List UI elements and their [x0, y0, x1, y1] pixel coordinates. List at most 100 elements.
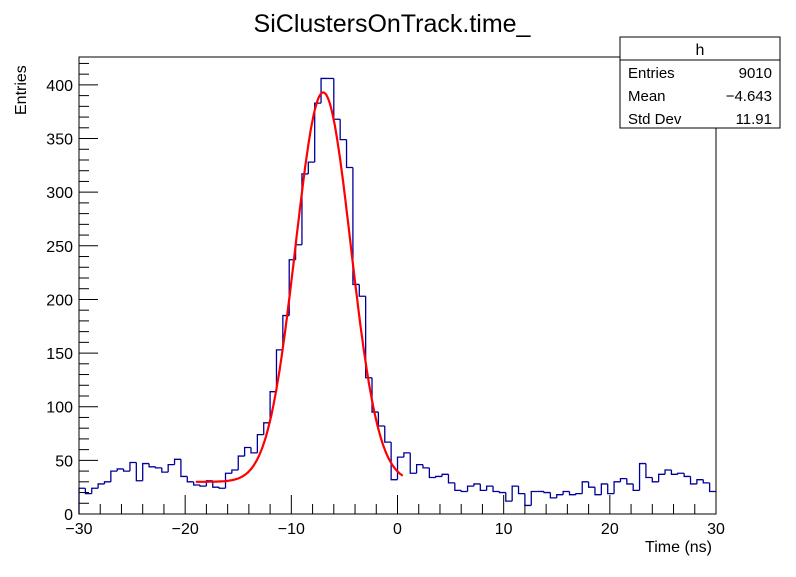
histogram-bin	[466, 485, 474, 492]
histogram-bin	[320, 77, 328, 104]
y-tick-label: 400	[46, 78, 73, 95]
y-tick-label: 350	[46, 132, 73, 149]
histogram-bin	[333, 78, 341, 120]
histogram-bin	[180, 459, 188, 478]
histogram-bin	[651, 477, 659, 483]
histogram-bin	[486, 485, 494, 491]
stats-mean-label: Mean	[628, 88, 666, 105]
y-tick-label: 200	[46, 292, 73, 309]
histogram-bin	[415, 464, 423, 474]
histogram-bin	[696, 479, 704, 484]
histogram-bin	[492, 486, 500, 493]
histogram-bin	[632, 483, 640, 492]
histogram-bin	[517, 486, 525, 495]
histogram-bin	[670, 470, 678, 475]
x-axis-label: Time (ns)	[645, 539, 712, 556]
histogram-bin	[568, 491, 576, 496]
y-axis-label: Entries	[13, 65, 30, 115]
x-tick-label: 30	[707, 521, 725, 538]
histogram-bin	[607, 483, 615, 495]
histogram-bin	[167, 464, 175, 473]
histogram-bin	[626, 478, 634, 485]
histogram-bin	[129, 461, 137, 472]
histogram-bin	[422, 464, 430, 469]
histogram-bin	[498, 491, 506, 494]
histogram-bin	[173, 458, 181, 465]
stats-entries-value: 9010	[739, 65, 772, 82]
stats-stddev-value: 11.91	[736, 111, 772, 128]
histogram-bin	[365, 296, 373, 379]
x-tick-label: 20	[601, 521, 619, 538]
histogram-bin	[428, 467, 436, 479]
histogram-bin	[263, 422, 271, 435]
histogram-bin	[148, 463, 156, 468]
histogram-bin	[473, 483, 481, 487]
y-tick-label: 300	[46, 185, 73, 202]
histogram-bin	[250, 447, 258, 454]
histogram-bin	[581, 481, 589, 494]
histogram-bin	[390, 442, 398, 481]
stats-mean-value: −4.643	[726, 88, 772, 105]
histogram-bin	[396, 456, 404, 480]
histogram-bin	[154, 466, 162, 469]
histogram-bin	[594, 487, 602, 496]
x-tick-label: 10	[495, 521, 513, 538]
y-tick-label: 100	[46, 400, 73, 417]
histogram-bin	[135, 462, 143, 482]
histogram-bin	[307, 161, 315, 174]
x-tick-label: −10	[278, 521, 305, 538]
histogram-bin	[91, 487, 99, 494]
histogram-bin	[212, 480, 220, 488]
histogram-bin	[358, 284, 366, 297]
histogram-bin	[441, 473, 449, 477]
histogram-bin	[103, 481, 111, 484]
histogram-bin	[314, 102, 322, 163]
histogram-bin	[645, 463, 653, 479]
histogram-bin	[677, 472, 685, 475]
histogram-bin	[479, 483, 487, 492]
histogram-bin	[371, 377, 379, 413]
histogram-bin	[549, 492, 557, 499]
histogram-bin	[664, 469, 672, 475]
histogram-bin	[224, 472, 232, 489]
histogram-bin	[587, 481, 595, 488]
histogram-bin	[384, 426, 392, 443]
histogram-bin	[613, 481, 621, 494]
histogram-bin	[301, 173, 309, 245]
histogram-bin	[638, 462, 646, 491]
histogram-bin	[84, 488, 92, 495]
histogram-bin	[543, 491, 551, 494]
histogram-bin	[562, 490, 570, 495]
histogram-bin	[243, 446, 251, 457]
histogram-bin	[97, 483, 105, 489]
histogram-bin	[345, 139, 353, 169]
stats-entries-label: Entries	[628, 65, 675, 82]
histogram-bin	[530, 490, 538, 506]
x-tick-label: 0	[393, 521, 402, 538]
chart-title: SiClustersOnTrack.time_	[254, 10, 532, 38]
histogram-bin	[524, 493, 532, 507]
histogram-bin	[186, 476, 194, 483]
histogram-bin	[122, 468, 130, 472]
histogram-bin	[600, 483, 608, 495]
histogram-bin	[454, 482, 462, 492]
histogram-bin	[352, 167, 360, 286]
histogram-bin	[161, 467, 169, 473]
histogram-bin	[658, 473, 666, 482]
y-tick-label: 150	[46, 346, 73, 363]
y-tick-label: 50	[55, 453, 73, 470]
histogram-bin	[708, 482, 716, 493]
y-tick-label: 250	[46, 239, 73, 256]
histogram-bin	[511, 485, 519, 502]
histogram-bin	[269, 391, 277, 423]
histogram-bin	[409, 452, 417, 474]
histogram-bin	[447, 474, 455, 484]
x-tick-label: −20	[172, 521, 199, 538]
histogram-bin	[689, 476, 697, 485]
histogram-bin	[193, 481, 201, 486]
histogram-bin	[275, 349, 283, 392]
y-tick-label: 0	[64, 507, 73, 524]
histogram-bin	[460, 490, 468, 493]
histogram-bin	[116, 468, 124, 472]
